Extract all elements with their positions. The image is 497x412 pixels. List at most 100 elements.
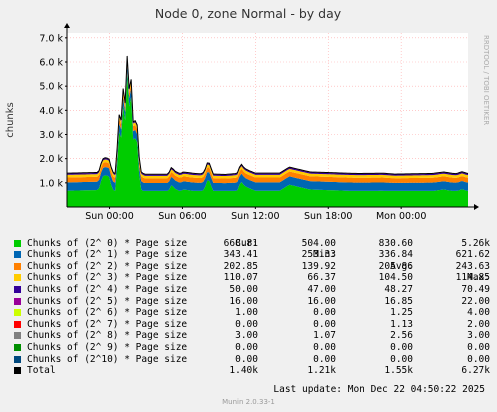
legend-value-min: 0.00 (313, 341, 336, 353)
x-tick-label: Sun 06:00 (158, 211, 206, 222)
legend-value-max: 70.49 (461, 283, 490, 295)
legend-swatch (14, 367, 21, 375)
legend-value-max: 621.62 (455, 249, 490, 261)
munin-version: Munin 2.0.33-1 (222, 398, 275, 406)
legend-item: Chunks of (2^ 9) * Page size 0.00 0.00 0.00… (12, 342, 492, 354)
legend-value-min: 139.92 (301, 260, 336, 272)
legend-header-avg: Avg: (390, 260, 413, 272)
legend-value-max: 114.85 (455, 272, 490, 284)
x-tick-label: Sun 18:00 (304, 211, 352, 222)
legend-value-avg: 336.84 (378, 249, 413, 261)
legend-swatch (14, 343, 21, 351)
legend-value-min: 504.00 (301, 237, 336, 249)
legend-value-cur: 110.07 (223, 272, 258, 284)
legend-series-name: Chunks of (2^ 2) * Page size (27, 260, 188, 272)
y-tick-label: 2.0 k (39, 154, 63, 165)
legend-swatch (14, 274, 21, 282)
legend-value-avg: 0.00 (390, 353, 413, 365)
x-axis-arrow (474, 204, 479, 210)
legend-series-name: Chunks of (2^ 0) * Page size (27, 237, 188, 249)
legend-value-avg: 48.27 (384, 283, 413, 295)
legend-value-max: 5.26k (461, 237, 490, 249)
legend-value-avg: 2.56 (390, 330, 413, 342)
legend-header-max: Max: (467, 272, 490, 284)
rrdtool-side-label: RRDTOOL / TOBI OETIKER (482, 35, 490, 125)
y-axis-arrow (64, 23, 70, 28)
y-tick-label: 7.0 k (39, 33, 63, 44)
legend-value-cur: 0.00 (235, 353, 258, 365)
legend-value-cur: 0.00 (235, 318, 258, 330)
legend-value-cur: 668.81 (223, 237, 258, 249)
y-tick-label: 1.0 k (39, 178, 63, 189)
legend-value-min: 0.00 (313, 307, 336, 319)
y-axis-label: chunks (5, 102, 16, 138)
legend-swatch (14, 320, 21, 328)
legend-value-cur: 0.00 (235, 341, 258, 353)
y-tick-label: 3.0 k (39, 130, 63, 141)
legend-item: Chunks of (2^ 3) * Page size 110.07 66.37 1… (12, 272, 492, 284)
legend-series-name: Total (27, 365, 56, 377)
stacked-areas (66, 55, 469, 207)
legend-swatch (14, 239, 21, 247)
legend-series-name: Chunks of (2^ 5) * Page size (27, 295, 188, 307)
x-tick-label: Sun 00:00 (85, 211, 133, 222)
legend-value-avg: 1.25 (390, 307, 413, 319)
total-line (66, 55, 469, 175)
legend-swatch (14, 297, 21, 305)
legend-value-min: 47.00 (307, 283, 336, 295)
legend-value-cur: 50.00 (229, 283, 258, 295)
legend-series-name: Chunks of (2^ 3) * Page size (27, 272, 188, 284)
legend-item: Total 1.40k 1.21k 1.55k 6.27k (12, 365, 492, 377)
legend-item: Chunks of (2^ 1) * Page size 343.41 253.33… (12, 249, 492, 261)
legend-swatch (14, 309, 21, 317)
legend-value-max: 0.00 (467, 353, 490, 365)
legend-item: Chunks of (2^ 7) * Page size 0.00 0.00 1.13… (12, 319, 492, 331)
legend-swatch (14, 332, 21, 340)
legend-value-avg: 16.85 (384, 295, 413, 307)
legend-value-cur: 1.00 (235, 307, 258, 319)
legend-item: Chunks of (2^ 5) * Page size 16.00 16.00 16… (12, 296, 492, 308)
legend-series-name: Chunks of (2^ 8) * Page size (27, 330, 188, 342)
legend-series-name: Chunks of (2^ 1) * Page size (27, 249, 188, 261)
legend-value-min: 0.00 (313, 318, 336, 330)
legend-item: Chunks of (2^ 0) * Page size 668.81 504.00… (12, 238, 492, 250)
legend-item: Chunks of (2^ 4) * Page size 50.00 47.00 48… (12, 284, 492, 296)
legend-item: Chunks of (2^ 2) * Page size 202.85 139.92… (12, 261, 492, 273)
y-tick-label: 4.0 k (39, 106, 63, 117)
legend-item: Chunks of (2^ 6) * Page size 1.00 0.00 1.25… (12, 307, 492, 319)
legend-swatch (14, 355, 21, 363)
legend-value-avg: 205.86 (378, 260, 413, 272)
legend-header-row: Cur: Min: Avg: Max: (12, 226, 492, 284)
legend-series-name: Chunks of (2^ 7) * Page size (27, 318, 188, 330)
legend-value-avg: 104.50 (378, 272, 413, 284)
last-update: Last update: Mon Dec 22 04:50:22 2025 (273, 384, 485, 395)
legend-value-max: 22.00 (461, 295, 490, 307)
legend-value-min: 1.21k (307, 365, 336, 377)
legend: Cur: Min: Avg: Max: Chunks of (2^ 0) * P… (12, 226, 492, 377)
legend-series-name: Chunks of (2^10) * Page size (27, 353, 188, 365)
legend-swatch (14, 251, 21, 259)
legend-swatch (14, 285, 21, 293)
legend-value-min: 66.37 (307, 272, 336, 284)
legend-series-name: Chunks of (2^ 4) * Page size (27, 283, 188, 295)
legend-value-cur: 202.85 (223, 260, 258, 272)
legend-swatch (14, 262, 21, 270)
legend-value-cur: 3.00 (235, 330, 258, 342)
legend-value-min: 16.00 (307, 295, 336, 307)
legend-header-min: Min: (313, 249, 336, 261)
chart-title: Node 0, zone Normal - by day (155, 6, 342, 21)
legend-value-avg: 1.13 (390, 318, 413, 330)
legend-value-min: 0.00 (313, 353, 336, 365)
legend-value-min: 1.07 (313, 330, 336, 342)
legend-series-name: Chunks of (2^ 6) * Page size (27, 307, 188, 319)
legend-value-max: 243.63 (455, 260, 490, 272)
legend-value-avg: 0.00 (390, 341, 413, 353)
legend-item: Chunks of (2^ 8) * Page size 3.00 1.07 2.56… (12, 330, 492, 342)
legend-item: Chunks of (2^10) * Page size 0.00 0.00 0.00… (12, 354, 492, 366)
x-tick-label: Mon 00:00 (376, 211, 426, 222)
area-series-0 (67, 73, 468, 207)
legend-value-cur: 343.41 (223, 249, 258, 261)
legend-value-avg: 830.60 (378, 237, 413, 249)
legend-value-min: 253.33 (301, 249, 336, 261)
